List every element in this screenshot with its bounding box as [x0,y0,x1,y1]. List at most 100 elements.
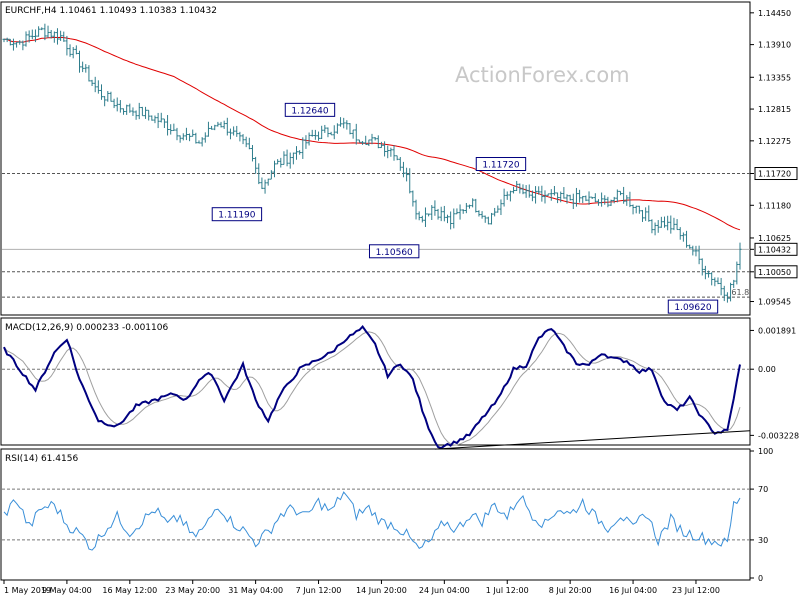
ohlc-bar [232,126,236,136]
ohlc-bar [524,185,528,198]
ohlc-bar [379,141,383,149]
ohlc-bar [128,103,132,113]
rsi-line [3,491,741,551]
ohlc-bar [464,202,468,214]
ohlc-bar [317,131,321,141]
ohlc-bar [106,91,110,102]
price-tick-highlight [754,167,798,181]
ohlc-bar [52,31,56,43]
ohlc-bar [144,106,148,119]
ohlc-bar [534,186,538,204]
macd-signal-line [3,331,741,446]
macd-trendline [434,430,751,450]
macd-title: MACD(12,26,9) 0.000233 -0.001106 [5,323,168,333]
ohlc-bar [725,292,729,303]
ohlc-bar [593,193,597,203]
ohlc-bar [15,41,19,48]
ohlc-bar [65,35,69,56]
price-tick-label: 1.12815 [758,105,791,114]
ohlc-bar [637,205,641,214]
ohlc-bar [27,30,31,43]
price-tick-label: 1.13910 [758,41,791,50]
ohlc-bar [320,125,324,139]
ohlc-bar [354,123,358,145]
ohlc-bar [716,277,720,285]
ohlc-bar [559,191,563,203]
price-tick-highlight [754,242,798,256]
ohlc-bar [184,127,188,141]
ohlc-bar [672,217,676,231]
ohlc-bar [442,205,446,222]
macd-axis: 0.001891 0.00 -0.003228 [750,326,799,440]
ohlc-bars [2,23,742,303]
ohlc-bar [461,209,465,214]
ohlc-bar [257,163,261,185]
ohlc-bar [235,125,239,137]
ohlc-bar [697,245,701,265]
ohlc-bar [210,125,214,130]
ohlc-bar [700,258,704,276]
ohlc-bar [84,64,88,73]
time-tick-label: 16 May 12:00 [102,586,157,595]
time-tick-label: 9 May 04:00 [42,586,92,595]
ohlc-bar [383,141,387,157]
ohlc-bar [436,208,440,220]
price-chart-title: EURCHF,H4 1.10461 1.10493 1.10383 1.1043… [5,6,217,16]
ohlc-bar [663,216,667,228]
ohlc-bar [574,187,578,207]
rsi-layer [2,488,750,551]
ohlc-bar [115,97,119,112]
macd-panel-frame [0,317,751,446]
ohlc-bar [351,129,355,139]
ohlc-bar [480,211,484,219]
ohlc-bar [537,186,541,195]
ohlc-bar [615,189,619,203]
ohlc-bar [584,195,588,202]
time-tick-label: 1 Jul 12:00 [486,586,529,595]
ohlc-bar [140,106,144,117]
ohlc-bar [329,131,333,136]
ohlc-bar [272,160,276,178]
swing-low-label-3: 1.09620 [667,299,719,314]
price-tick-label: 1.09545 [758,298,791,307]
ohlc-bar [452,208,456,229]
ohlc-bar [295,146,299,160]
ohlc-bar [414,199,418,220]
ohlc-bar [81,61,85,73]
price-panel-frame [0,1,751,316]
ohlc-bar [719,277,723,296]
ohlc-bar [269,170,273,180]
ohlc-bar [411,190,415,207]
ohlc-bar [505,191,509,200]
ohlc-bar [156,112,160,129]
ohlc-bar [62,31,66,42]
swing-high-label-1-text: 1.12640 [291,106,328,116]
ohlc-bar [401,161,405,178]
ohlc-bar [131,107,135,116]
ohlc-bar [408,168,412,194]
ohlc-bar [640,209,644,222]
ohlc-bar [367,139,371,147]
ohlc-bar [502,188,506,207]
ohlc-bar [147,109,151,121]
ohlc-bar [713,277,717,287]
macd-line [3,325,741,450]
ohlc-bar [301,137,305,159]
ohlc-bar [153,115,157,124]
ohlc-bar [493,207,497,217]
ohlc-bar [732,279,736,288]
ohlc-bar [546,193,550,196]
ohlc-bar [30,29,34,40]
ohlc-bar [298,150,302,155]
ohlc-bar [247,137,251,150]
ohlc-bar [707,270,711,278]
time-tick-label: 7 Jun 12:00 [296,586,342,595]
price-tick-highlight [754,265,798,279]
ohlc-bar [496,205,500,213]
ohlc-bar [96,80,100,94]
ohlc-bar [578,189,582,203]
ohlc-bar [2,38,6,43]
ohlc-bar [735,261,739,285]
ohlc-bar [530,190,534,202]
